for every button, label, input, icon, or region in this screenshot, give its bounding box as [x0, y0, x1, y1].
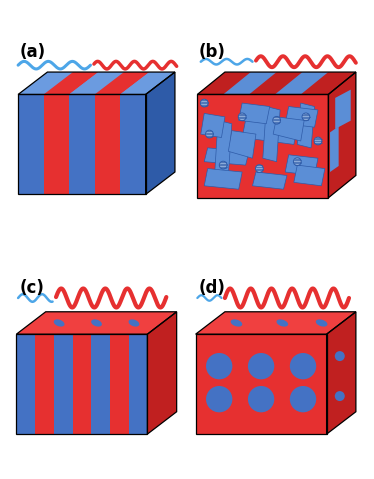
Ellipse shape — [276, 319, 288, 327]
Polygon shape — [197, 72, 356, 94]
Ellipse shape — [290, 386, 316, 412]
Polygon shape — [16, 334, 35, 434]
Polygon shape — [215, 120, 232, 175]
Polygon shape — [69, 72, 124, 94]
Polygon shape — [196, 334, 327, 434]
Polygon shape — [239, 103, 270, 124]
Polygon shape — [69, 94, 95, 194]
Polygon shape — [16, 334, 147, 434]
Polygon shape — [223, 72, 277, 94]
Polygon shape — [44, 72, 98, 94]
Polygon shape — [204, 169, 242, 189]
Text: (c): (c) — [20, 279, 45, 297]
Ellipse shape — [91, 319, 102, 327]
Ellipse shape — [335, 391, 345, 401]
Ellipse shape — [206, 353, 232, 379]
Polygon shape — [242, 120, 297, 145]
Ellipse shape — [248, 353, 274, 379]
Polygon shape — [252, 172, 287, 189]
Polygon shape — [16, 312, 177, 334]
Polygon shape — [145, 72, 175, 194]
Polygon shape — [196, 312, 356, 334]
Polygon shape — [18, 72, 73, 94]
Ellipse shape — [248, 386, 274, 412]
Ellipse shape — [200, 99, 208, 107]
Polygon shape — [204, 148, 249, 165]
Ellipse shape — [238, 113, 246, 121]
Polygon shape — [201, 114, 225, 137]
Polygon shape — [91, 334, 110, 434]
Polygon shape — [294, 165, 325, 186]
Polygon shape — [273, 117, 304, 141]
Polygon shape — [297, 103, 315, 148]
Ellipse shape — [335, 351, 345, 361]
Polygon shape — [328, 72, 356, 198]
Polygon shape — [147, 312, 177, 434]
Polygon shape — [197, 94, 328, 198]
Polygon shape — [54, 334, 73, 434]
Polygon shape — [18, 94, 44, 194]
Polygon shape — [330, 126, 338, 172]
Text: (d): (d) — [199, 279, 226, 297]
Ellipse shape — [314, 137, 322, 145]
Polygon shape — [35, 334, 54, 434]
Ellipse shape — [302, 113, 310, 121]
Ellipse shape — [294, 158, 301, 166]
Polygon shape — [285, 106, 318, 127]
Polygon shape — [120, 94, 145, 194]
Polygon shape — [328, 72, 356, 198]
Polygon shape — [110, 334, 129, 434]
Ellipse shape — [54, 319, 64, 327]
Ellipse shape — [255, 165, 263, 172]
Polygon shape — [18, 72, 175, 94]
Polygon shape — [335, 90, 351, 129]
Polygon shape — [275, 72, 328, 94]
Polygon shape — [95, 72, 150, 94]
Ellipse shape — [273, 116, 280, 124]
Polygon shape — [44, 94, 69, 194]
Polygon shape — [120, 72, 175, 94]
Ellipse shape — [231, 319, 242, 327]
Polygon shape — [229, 131, 256, 158]
Ellipse shape — [206, 386, 232, 412]
Polygon shape — [73, 334, 91, 434]
Text: (a): (a) — [20, 43, 46, 61]
Polygon shape — [95, 94, 120, 194]
Ellipse shape — [219, 161, 227, 169]
Polygon shape — [327, 312, 356, 434]
Ellipse shape — [290, 353, 316, 379]
Ellipse shape — [206, 130, 213, 138]
Ellipse shape — [129, 319, 140, 327]
Polygon shape — [263, 106, 280, 162]
Ellipse shape — [316, 319, 327, 327]
Polygon shape — [129, 334, 147, 434]
Text: (b): (b) — [199, 43, 226, 61]
Polygon shape — [285, 155, 318, 175]
